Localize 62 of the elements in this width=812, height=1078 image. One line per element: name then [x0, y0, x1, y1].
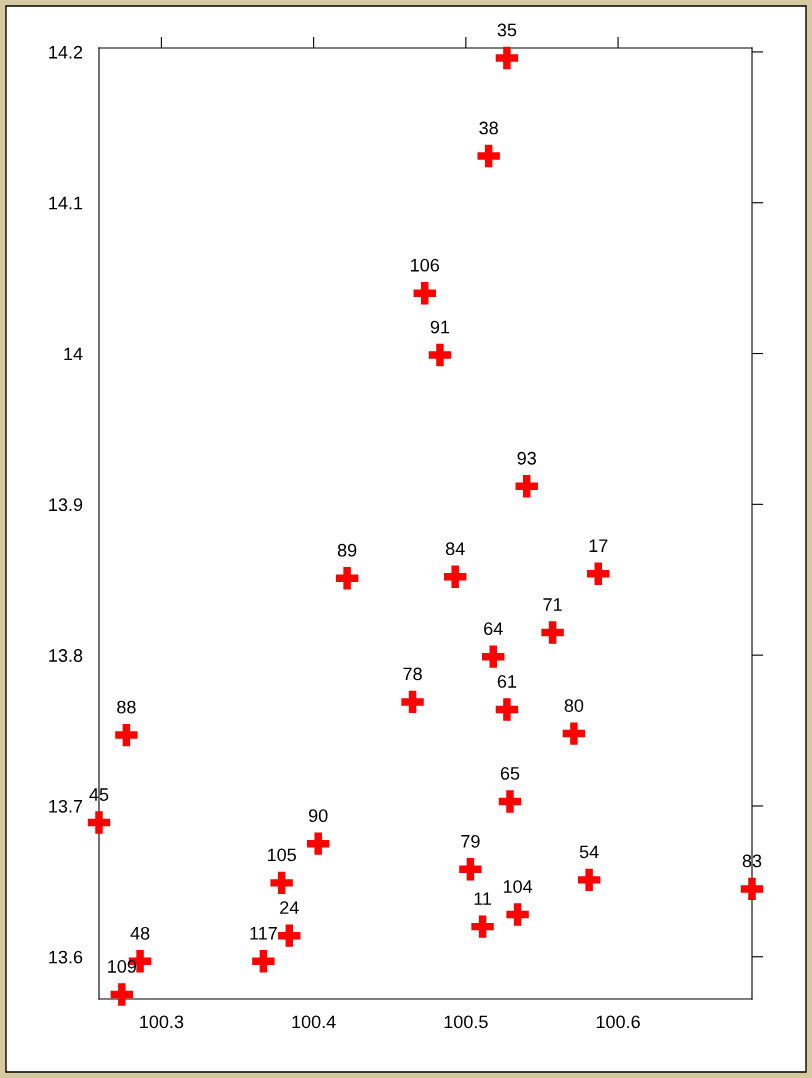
point [562, 722, 586, 745]
point [428, 343, 452, 367]
point [740, 877, 764, 901]
y-tick-label: 13.7 [49, 799, 83, 813]
point [335, 567, 359, 590]
annotation: 54 [579, 845, 599, 859]
annotation: 105 [267, 848, 296, 862]
point [459, 858, 482, 881]
annotation: 117 [250, 927, 277, 940]
annotation: 93 [517, 451, 536, 465]
annotation: 61 [497, 675, 517, 688]
annotation: 80 [564, 699, 584, 712]
annotation: 48 [130, 926, 150, 940]
point [413, 282, 436, 305]
point [515, 475, 538, 498]
y-tick-label: 13.9 [49, 498, 83, 512]
point [482, 645, 505, 668]
annotation: 24 [280, 901, 299, 914]
annotation: 89 [337, 543, 357, 557]
annotation: 38 [479, 121, 498, 135]
point [87, 811, 111, 834]
point [278, 924, 301, 947]
annotation: 104 [503, 880, 533, 893]
annotation: 91 [430, 320, 450, 334]
annotation: 71 [543, 598, 562, 611]
annotation: 79 [461, 834, 480, 848]
annotation: 11 [474, 892, 492, 905]
point [477, 144, 500, 168]
point [495, 698, 519, 721]
x-tick-label: 100.5 [444, 1015, 488, 1029]
x-tick-label: 100.3 [140, 1015, 184, 1029]
y-tick-label: 14.1 [49, 196, 83, 210]
y-tick-label: 14.2 [49, 45, 83, 59]
y-tick-label: 13.6 [49, 950, 83, 964]
annotation: 64 [484, 622, 503, 636]
point [115, 723, 138, 747]
annotation: 90 [308, 809, 328, 823]
point [498, 790, 522, 813]
point [443, 565, 467, 588]
annotation: 17 [589, 539, 608, 552]
point [252, 950, 275, 973]
point [506, 903, 529, 926]
annotation: 106 [411, 258, 440, 272]
y-tick-label: 13.8 [49, 649, 83, 662]
annotation: 78 [403, 667, 422, 681]
point [541, 621, 564, 644]
point [587, 562, 610, 585]
point [577, 868, 601, 892]
point [306, 832, 330, 855]
point [270, 871, 293, 895]
annotation: 88 [117, 700, 136, 714]
annotation: 35 [497, 23, 517, 37]
point [110, 983, 134, 1006]
annotation: 65 [500, 767, 520, 780]
point [495, 46, 519, 70]
x-tick-label: 100.4 [292, 1015, 336, 1029]
point [471, 915, 494, 938]
annotation: 109 [108, 960, 137, 973]
annotation: 84 [445, 542, 465, 556]
y-tick-label: 14 [64, 347, 83, 361]
x-tick-label: 100.6 [596, 1015, 640, 1029]
point [401, 690, 424, 714]
